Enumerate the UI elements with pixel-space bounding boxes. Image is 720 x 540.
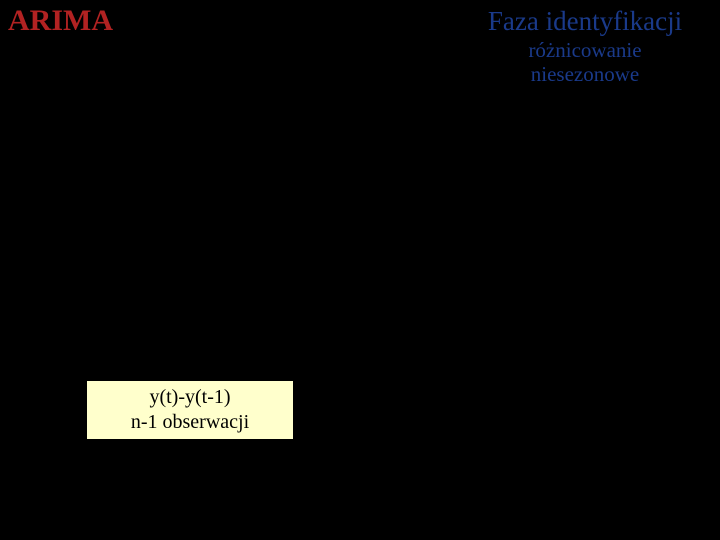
phase-subtitle-line1: różnicowanie <box>528 38 641 62</box>
formula-line2: n-1 obserwacji <box>131 411 249 433</box>
phase-title: Faza identyfikacji <box>450 6 720 37</box>
formula-line1: y(t)-y(t-1) <box>149 386 230 408</box>
phase-subtitle: różnicowanie niesezonowe <box>450 38 720 86</box>
arima-title: ARIMA <box>8 4 113 38</box>
phase-subtitle-line2: niesezonowe <box>531 62 639 86</box>
formula-box: y(t)-y(t-1) n-1 obserwacji <box>86 380 294 440</box>
